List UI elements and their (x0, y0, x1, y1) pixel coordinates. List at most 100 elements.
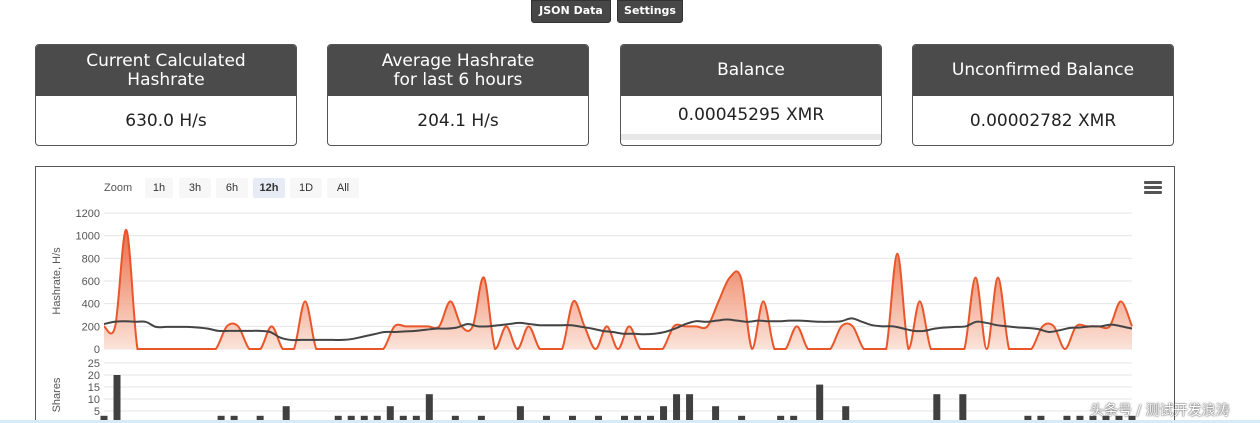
hashrate-axis-label: Hashrate, H/s (51, 247, 63, 315)
card-title-line2: Hashrate (127, 69, 205, 90)
zoom-label: Zoom (104, 182, 132, 194)
shares-bar (1089, 415, 1097, 423)
card-header: Average Hashrate for last 6 hours (328, 45, 588, 96)
card-title-line1: Average Hashrate (381, 50, 535, 71)
zoom-button-1d[interactable]: 1D (290, 178, 322, 198)
zoom-button-bg (290, 178, 322, 198)
zoom-button-label: 3h (189, 182, 201, 194)
shares-bar (777, 415, 785, 423)
zoom-button-12h[interactable]: 12h (253, 178, 285, 198)
zoom-button-bg (327, 178, 359, 198)
shares-bar (959, 394, 967, 423)
shares-bar (412, 415, 420, 423)
shares-tick-label: 10 (88, 394, 100, 406)
shares-bar (1063, 415, 1071, 423)
current-hashrate-value: 630.0 H/s (125, 111, 207, 131)
card-header: Balance (621, 45, 881, 96)
shares-bar (1024, 415, 1032, 423)
hashrate-tick-label: 200 (82, 321, 100, 333)
shares-bar (386, 406, 394, 423)
card-title-line1: Current Calculated (86, 50, 246, 71)
average-hashrate-line (103, 317, 1133, 342)
zoom-button-label: 6h (226, 182, 238, 194)
shares-bar (256, 415, 264, 423)
zoom-button-3h[interactable]: 3h (179, 178, 211, 198)
shares-bar (425, 394, 433, 423)
average-hashrate-value: 204.1 H/s (417, 111, 499, 131)
shares-bar (1115, 415, 1123, 423)
hashrate-tick-label: 1200 (76, 208, 100, 220)
hashrate-tick-label: 600 (82, 276, 100, 288)
shares-bar (790, 415, 798, 423)
shares-bar (1102, 415, 1110, 423)
bottom-divider (0, 420, 1260, 423)
hashrate-tick-label: 0 (94, 344, 100, 356)
shares-bar (230, 415, 238, 423)
shares-bar (542, 415, 550, 423)
shares-bar (282, 406, 290, 423)
shares-bar (113, 375, 121, 423)
shares-bar (373, 415, 381, 423)
shares-bar (1076, 415, 1084, 423)
zoom-button-6h[interactable]: 6h (216, 178, 248, 198)
shares-bar (621, 415, 629, 423)
shares-axis-label: Shares (51, 377, 63, 412)
shares-bar (217, 415, 225, 423)
shares-bar (347, 415, 355, 423)
shares-bar (568, 415, 576, 423)
balance-card: Balance 0.00045295 XMR (620, 44, 882, 146)
shares-bar (1037, 415, 1045, 423)
settings-button[interactable]: Settings (617, 0, 683, 23)
current-hashrate-card: Current Calculated Hashrate 630.0 H/s (35, 44, 297, 146)
shares-bar (660, 406, 668, 423)
hashrate-chart: Zoom 1h 3h 6h 12h 1D All 0 200 400 600 800 1000 1200 H… (51, 178, 1136, 423)
shares-bar (842, 406, 850, 423)
shares-bar (686, 394, 694, 423)
card-title-line2: for last 6 hours (393, 69, 523, 90)
hashrate-line (103, 228, 1133, 351)
card-header: Current Calculated Hashrate (36, 45, 296, 96)
shares-bar (673, 394, 681, 423)
shares-bar (1128, 415, 1136, 423)
shares-bar (647, 415, 655, 423)
zoom-button-label: 1D (299, 182, 313, 194)
shares-bar (933, 394, 941, 423)
zoom-button-label: All (337, 182, 349, 194)
unconfirmed-balance-card: Unconfirmed Balance 0.00002782 XMR (912, 44, 1174, 146)
zoom-button-bg (145, 178, 173, 198)
zoom-button-label: 1h (153, 182, 165, 194)
shares-bar (334, 415, 342, 423)
zoom-button-all[interactable]: All (327, 178, 359, 198)
shares-bar (816, 384, 824, 423)
shares-bar (451, 415, 459, 423)
card-header: Unconfirmed Balance (913, 45, 1173, 96)
zoom-button-1h[interactable]: 1h (145, 178, 173, 198)
card-title: Unconfirmed Balance (951, 60, 1135, 80)
shares-bar (477, 415, 485, 423)
shares-tick-label: 5 (94, 406, 100, 418)
shares-bar (594, 415, 602, 423)
shares-bar (738, 415, 746, 423)
shares-tick-label: 15 (88, 382, 100, 394)
shares-bar (100, 415, 108, 423)
shares-tick-label: 20 (88, 370, 100, 382)
shares-bar (712, 406, 720, 423)
shares-bar (360, 415, 368, 423)
hashrate-tick-label: 400 (82, 299, 100, 311)
card-title: Balance (717, 60, 785, 80)
zoom-button-label: 12h (260, 182, 279, 194)
watermark: 头条号 / 测试开发浪涛 (1090, 403, 1230, 419)
hamburger-menu-icon[interactable] (1144, 181, 1162, 195)
hashrate-tick-label: 800 (82, 253, 100, 265)
average-hashrate-card: Average Hashrate for last 6 hours 204.1 H… (327, 44, 589, 146)
shares-tick-label: 25 (88, 358, 100, 370)
zoom-button-bg (179, 178, 211, 198)
shares-bar (399, 415, 407, 423)
hashrate-tick-label: 1000 (76, 231, 100, 243)
unconfirmed-balance-value: 0.00002782 XMR (969, 111, 1117, 131)
hashrate-chart-panel: Zoom 1h 3h 6h 12h 1D All 0 200 400 600 800 1000 1200 H… (35, 166, 1175, 423)
balance-value: 0.00045295 XMR (621, 96, 881, 140)
shares-bar (516, 406, 524, 423)
json-data-button[interactable]: JSON Data (531, 0, 611, 23)
shares-bar (634, 415, 642, 423)
